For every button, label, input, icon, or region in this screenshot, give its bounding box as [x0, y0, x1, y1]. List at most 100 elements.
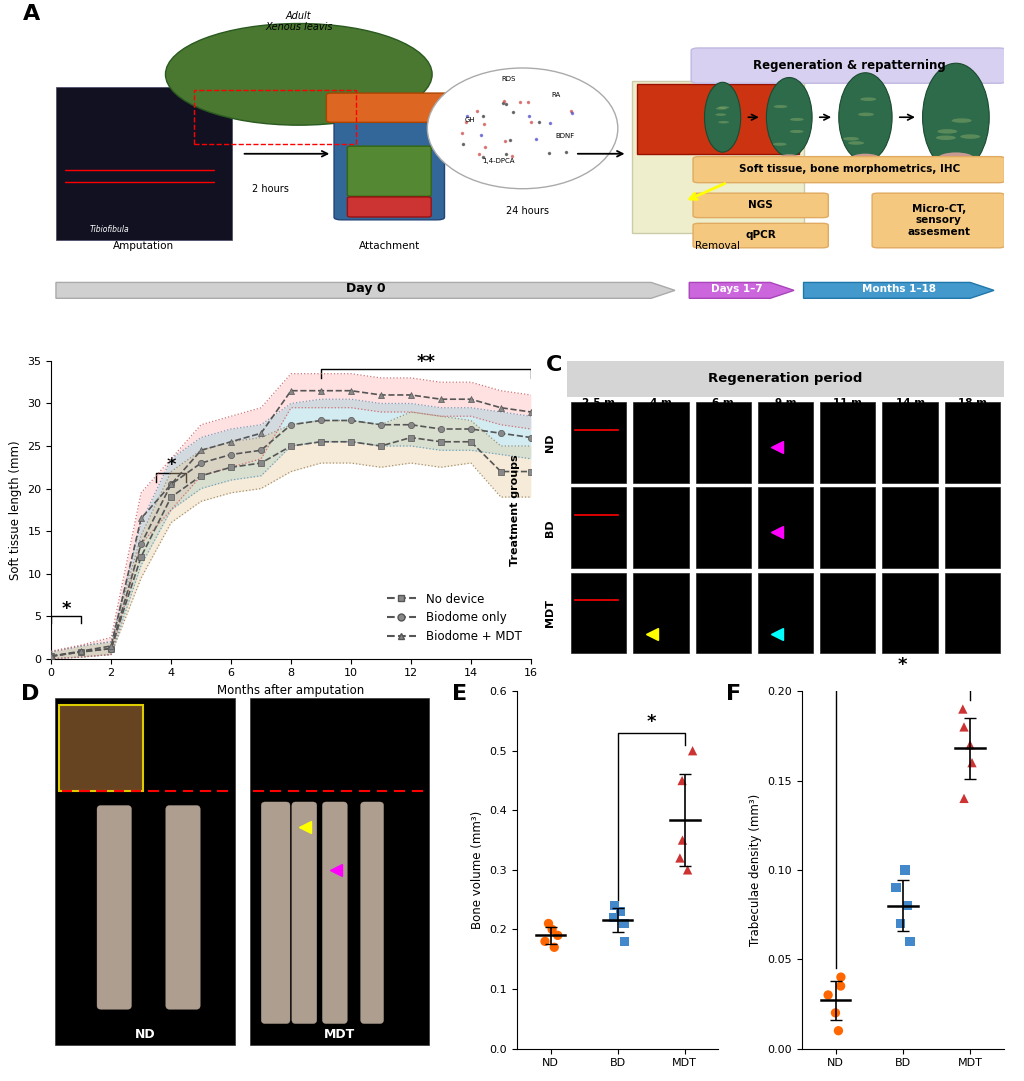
FancyBboxPatch shape — [820, 402, 876, 482]
Ellipse shape — [938, 152, 974, 164]
FancyBboxPatch shape — [250, 698, 429, 1045]
Biodome only — [165, 478, 177, 491]
Biodome + MDT — [314, 384, 327, 397]
Text: GH: GH — [465, 117, 475, 123]
Biodome + MDT — [225, 436, 238, 449]
Point — [546, 938, 562, 956]
Ellipse shape — [790, 118, 804, 121]
Text: Amputation: Amputation — [113, 241, 174, 251]
No device — [225, 461, 238, 473]
Line: Biodome + MDT: Biodome + MDT — [48, 388, 534, 659]
Point — [605, 909, 622, 926]
No device — [404, 431, 417, 444]
FancyBboxPatch shape — [758, 488, 813, 568]
FancyBboxPatch shape — [945, 488, 1000, 568]
Ellipse shape — [776, 155, 802, 163]
Point — [616, 933, 633, 950]
Text: 9 m: 9 m — [775, 398, 797, 409]
Ellipse shape — [166, 24, 432, 125]
No device — [45, 650, 57, 663]
Text: qPCR: qPCR — [745, 230, 776, 240]
FancyBboxPatch shape — [820, 573, 876, 653]
Ellipse shape — [790, 130, 804, 133]
Point — [954, 700, 971, 718]
Ellipse shape — [718, 121, 729, 123]
No device — [135, 550, 147, 563]
Biodome + MDT — [345, 384, 357, 397]
Text: 11 m: 11 m — [834, 398, 862, 409]
FancyBboxPatch shape — [695, 488, 751, 568]
Text: E: E — [453, 684, 468, 704]
No device — [255, 456, 267, 469]
X-axis label: Months after amputation: Months after amputation — [217, 684, 365, 697]
No device — [524, 465, 537, 478]
Biodome only — [524, 431, 537, 444]
Biodome + MDT — [285, 384, 297, 397]
Point — [888, 879, 904, 896]
Biodome + MDT — [75, 644, 87, 657]
Biodome only — [255, 444, 267, 457]
FancyBboxPatch shape — [758, 402, 813, 482]
Point — [537, 933, 553, 950]
FancyBboxPatch shape — [327, 93, 453, 122]
FancyBboxPatch shape — [323, 802, 347, 1024]
FancyBboxPatch shape — [633, 573, 688, 653]
Ellipse shape — [923, 63, 989, 171]
FancyBboxPatch shape — [820, 488, 876, 568]
FancyBboxPatch shape — [334, 114, 444, 219]
No device — [375, 440, 387, 453]
Text: Removal: Removal — [695, 241, 740, 251]
Biodome only — [435, 423, 447, 436]
Point — [684, 742, 700, 759]
No device — [75, 645, 87, 658]
Point — [615, 915, 632, 932]
Biodome + MDT — [495, 401, 507, 414]
Point — [955, 790, 972, 808]
FancyBboxPatch shape — [872, 193, 1005, 248]
FancyBboxPatch shape — [633, 488, 688, 568]
FancyArrow shape — [56, 282, 675, 298]
Biodome only — [465, 423, 477, 436]
Text: Regeneration period: Regeneration period — [709, 372, 862, 385]
FancyBboxPatch shape — [695, 573, 751, 653]
Text: ND: ND — [545, 433, 555, 452]
Biodome only — [285, 418, 297, 431]
FancyBboxPatch shape — [56, 88, 232, 240]
FancyBboxPatch shape — [695, 402, 751, 482]
Ellipse shape — [716, 107, 727, 109]
FancyArrow shape — [804, 282, 994, 298]
Point — [830, 1022, 847, 1039]
Ellipse shape — [843, 137, 859, 141]
Biodome only — [75, 645, 87, 658]
Text: 4 m: 4 m — [650, 398, 672, 409]
Point — [897, 862, 913, 879]
Y-axis label: Trabeculae density (mm³): Trabeculae density (mm³) — [750, 793, 762, 946]
Biodome only — [404, 418, 417, 431]
Text: Regeneration & repatterning: Regeneration & repatterning — [753, 59, 945, 72]
FancyBboxPatch shape — [55, 698, 234, 1045]
Text: C: C — [546, 355, 562, 375]
Text: A: A — [23, 4, 40, 25]
Ellipse shape — [427, 68, 617, 189]
FancyBboxPatch shape — [633, 402, 688, 482]
FancyBboxPatch shape — [693, 224, 828, 248]
Text: Days 1–7: Days 1–7 — [711, 284, 763, 294]
Text: *: * — [898, 656, 907, 673]
Ellipse shape — [860, 97, 877, 101]
Ellipse shape — [718, 106, 729, 109]
No device — [345, 436, 357, 449]
Ellipse shape — [773, 105, 787, 108]
Biodome + MDT — [195, 444, 207, 457]
FancyBboxPatch shape — [292, 802, 316, 1024]
Ellipse shape — [766, 78, 812, 157]
Text: Adult: Adult — [286, 11, 311, 21]
Text: RDS: RDS — [501, 76, 515, 82]
FancyBboxPatch shape — [571, 573, 627, 653]
Biodome only — [495, 427, 507, 440]
Text: NGS: NGS — [749, 200, 773, 210]
No device — [465, 436, 477, 449]
Point — [902, 933, 919, 950]
FancyBboxPatch shape — [883, 402, 938, 482]
Text: Day 0: Day 0 — [346, 282, 385, 295]
Biodome + MDT — [255, 427, 267, 440]
